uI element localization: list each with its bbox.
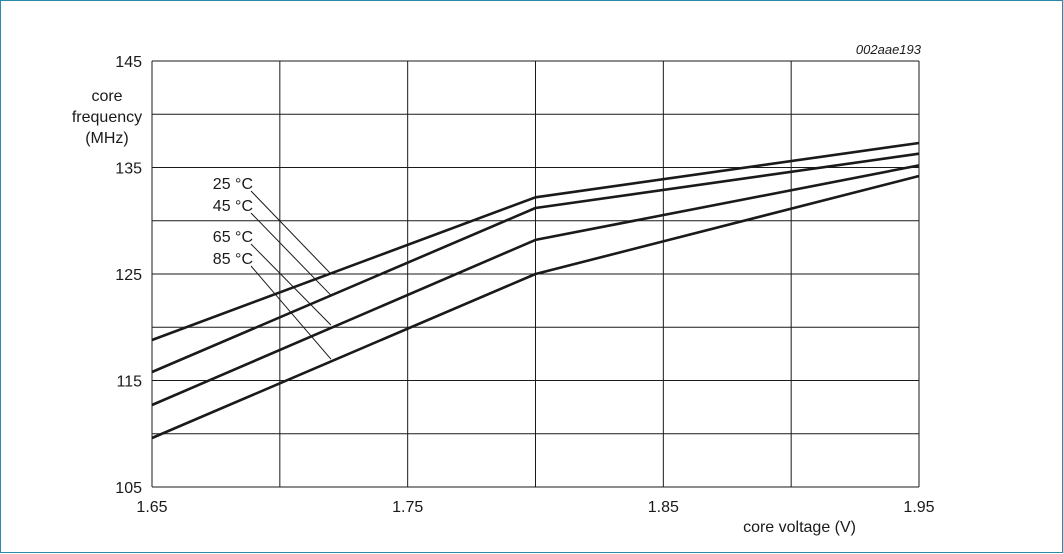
series-label: 25 °C (213, 176, 253, 193)
x-tick-label: 1.75 (392, 499, 423, 516)
series-lines (151, 141, 920, 440)
series-line (151, 152, 920, 374)
label-leader-line (250, 243, 332, 326)
y-tick-label: 125 (115, 267, 142, 284)
y-axis-label-line: core (91, 88, 122, 105)
grid (151, 60, 920, 488)
figure-code: 002aae193 (856, 42, 922, 57)
x-tick-label: 1.85 (648, 499, 679, 516)
tick-labels: 1.65 1.75 1.85 1.95 105 115 125 135 145 (115, 54, 934, 516)
y-axis-label-line: (MHz) (85, 130, 129, 147)
series-labels: 25 °C 45 °C 65 °C 85 °C (213, 176, 253, 268)
x-tick-label: 1.95 (903, 499, 934, 516)
label-leader-line (250, 265, 332, 360)
series-line (151, 174, 920, 440)
series-line (151, 164, 920, 407)
series-label: 45 °C (213, 198, 253, 215)
series-label: 85 °C (213, 251, 253, 268)
y-tick-label: 115 (116, 374, 142, 391)
y-tick-label: 145 (115, 54, 142, 71)
y-axis-label-line: frequency (72, 109, 142, 126)
series-label: 65 °C (213, 229, 253, 246)
x-tick-label: 1.65 (136, 499, 167, 516)
y-axis-label: core frequency (MHz) (72, 88, 142, 147)
label-leaders (250, 190, 332, 360)
label-leader-line (250, 212, 332, 296)
series-line (151, 141, 920, 342)
y-tick-label: 105 (115, 480, 142, 497)
label-leader-line (250, 190, 332, 275)
y-tick-label: 135 (115, 161, 142, 178)
x-axis-label: core voltage (V) (743, 519, 856, 536)
